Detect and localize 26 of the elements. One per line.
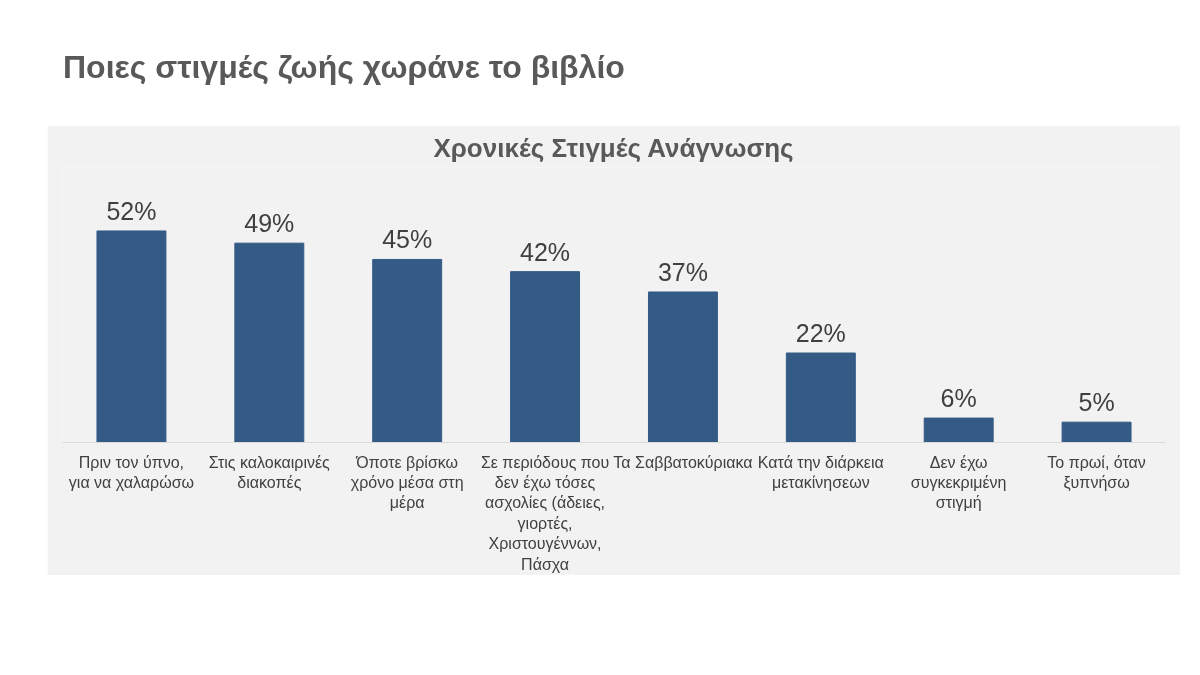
bar [785, 352, 856, 443]
bar [1061, 421, 1132, 443]
data-label: 22% [795, 319, 846, 347]
x-tick-label: Σε περιόδους που δεν έχω τόσες ασχολίες (άδειες, γιορτές, Χριστουγέννων, Πάσχα [480, 453, 610, 573]
x-tick-label: Πριν τον ύπνο, για να χαλαρώσω [68, 453, 195, 491]
data-label: 5% [1078, 388, 1115, 417]
x-tick-label: Όποτε βρίσκω χρόνο μέσα στη μέρα [350, 453, 464, 512]
bar [647, 291, 718, 443]
bar [510, 271, 581, 443]
data-label: 49% [244, 209, 295, 238]
bar [234, 242, 305, 443]
x-tick-label: Δεν έχω συγκεκριμένη στιγμή [910, 453, 1007, 512]
data-label: 37% [657, 257, 708, 286]
bar [372, 258, 443, 443]
data-label: 6% [940, 384, 977, 413]
data-label: 42% [520, 237, 571, 266]
x-tick-label: Κατά την διάρκεια μετακίνησεων [757, 453, 884, 491]
chart-subtitle: Χρονικές Στιγμές Ανάγνωσης [433, 132, 794, 163]
bar [96, 230, 167, 443]
x-tick-label: Το πρωί, όταν ξυπνήσω [1047, 453, 1146, 492]
data-label: 52% [106, 196, 157, 225]
x-tick-label: Τα Σαββατοκύριακα [613, 453, 753, 471]
bar [923, 417, 994, 443]
data-label: 45% [382, 225, 433, 254]
chart-title: Ποιες στιγμές ζωής χωράνε το βιβλίο [63, 48, 625, 87]
x-tick-label: Στις καλοκαιρινές διακοπές [208, 453, 331, 491]
